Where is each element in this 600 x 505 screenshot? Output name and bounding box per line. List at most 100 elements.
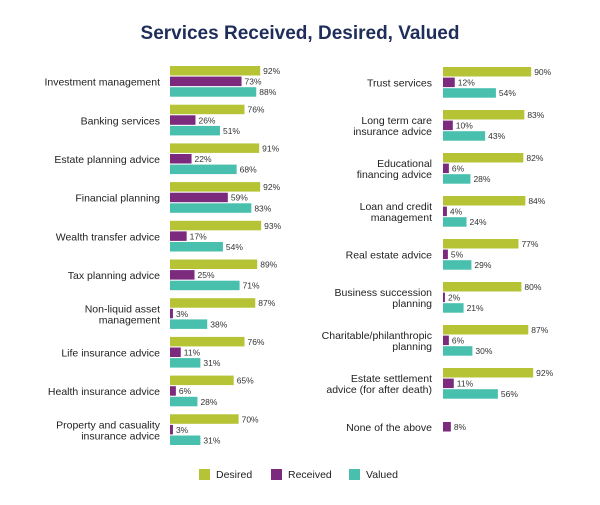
bar-received xyxy=(170,424,173,435)
data-label: 24% xyxy=(470,217,487,227)
bar-desired xyxy=(170,259,258,269)
category-label-line: Charitable/philanthropic xyxy=(322,330,432,342)
category-label-line: Educational xyxy=(377,158,432,170)
bar-desired xyxy=(170,220,262,231)
category-label: Health insurance advice xyxy=(48,386,160,398)
bar-received xyxy=(443,249,448,260)
category-label: Tax planning advice xyxy=(68,270,160,282)
category-label: Estate planning advice xyxy=(54,154,160,166)
data-label: 88% xyxy=(259,87,276,97)
category-label-line: Loan and credit xyxy=(360,201,432,213)
bar-received xyxy=(443,120,453,131)
category-label-line: management xyxy=(371,212,432,224)
bar-valued xyxy=(170,242,223,252)
category-label: Educational financing advice xyxy=(357,158,432,181)
category-label-line: insurance advice xyxy=(81,430,160,442)
data-label: 83% xyxy=(254,203,271,213)
data-label: 12% xyxy=(458,78,475,88)
category-label-line: management xyxy=(99,314,160,326)
category-label: Charitable/philanthropic planning xyxy=(322,330,432,353)
bar-received xyxy=(443,378,454,389)
bar-valued xyxy=(443,131,486,141)
category-label-line: Investment management xyxy=(44,77,160,89)
legend: Desired Received Valued xyxy=(199,469,398,481)
data-label: 25% xyxy=(198,270,215,280)
data-label: 31% xyxy=(203,358,220,368)
data-label: 56% xyxy=(501,389,518,399)
bar-received xyxy=(170,154,192,164)
bar-received xyxy=(170,386,176,396)
data-label: 76% xyxy=(247,337,264,347)
category-label-line: planning xyxy=(392,341,432,353)
category-label-line: Non-liquid asset xyxy=(85,303,160,315)
bar-received xyxy=(443,163,449,174)
bar-desired xyxy=(443,368,534,378)
data-label: 28% xyxy=(200,397,217,407)
data-label: 5% xyxy=(451,250,464,260)
data-label: 54% xyxy=(226,242,243,252)
category-label-line: Banking services xyxy=(81,115,160,127)
bar-valued xyxy=(170,87,257,97)
bar-desired xyxy=(170,336,245,347)
bar-received xyxy=(443,292,445,303)
category-label: Business succession planning xyxy=(335,287,433,310)
data-label: 28% xyxy=(473,174,490,184)
category-label: Real estate advice xyxy=(346,250,433,262)
category-label: Life insurance advice xyxy=(61,348,160,360)
bar-desired xyxy=(170,414,239,424)
category-label: Property and casuality insurance advice xyxy=(56,419,161,442)
bar-desired xyxy=(170,182,261,192)
bar-valued xyxy=(443,303,464,313)
data-label: 11% xyxy=(184,348,201,358)
category-label: Long term care insurance advice xyxy=(353,115,432,138)
data-label: 38% xyxy=(210,319,227,329)
category-label-line: Tax planning advice xyxy=(68,270,160,282)
bar-received xyxy=(170,347,181,357)
bar-received xyxy=(443,206,447,217)
category-label-line: Business succession xyxy=(335,287,433,299)
data-label: 51% xyxy=(223,126,240,136)
data-label: 87% xyxy=(258,298,275,308)
legend-label: Desired xyxy=(216,469,252,481)
category-label-line: None of the above xyxy=(346,422,432,434)
data-label: 3% xyxy=(176,309,189,319)
category-label-line: Life insurance advice xyxy=(61,348,160,360)
category-label-line: insurance advice xyxy=(353,126,432,138)
bar-desired xyxy=(170,375,234,386)
bar-received xyxy=(170,76,242,87)
data-label: 6% xyxy=(452,164,465,174)
bar-received xyxy=(443,422,451,432)
bar-valued xyxy=(170,125,220,136)
bar-valued xyxy=(443,389,498,399)
bar-desired xyxy=(443,196,526,206)
bar-valued xyxy=(170,319,208,329)
data-label: 26% xyxy=(198,115,215,125)
data-label: 4% xyxy=(450,207,463,217)
data-label: 43% xyxy=(488,131,505,141)
bar-valued xyxy=(170,358,201,368)
category-label: Banking services xyxy=(81,115,160,127)
bar-desired xyxy=(443,282,522,292)
bar-valued xyxy=(443,217,467,227)
category-label: Financial planning xyxy=(75,193,160,205)
category-label-line: Property and casuality xyxy=(56,419,161,431)
legend-label: Received xyxy=(288,469,332,481)
data-label: 76% xyxy=(247,105,264,115)
category-label-line: planning xyxy=(392,298,432,310)
category-label-line: financing advice xyxy=(357,169,432,181)
data-label: 31% xyxy=(203,436,220,446)
data-label: 70% xyxy=(242,414,259,424)
bar-desired xyxy=(170,298,256,308)
category-label: Wealth transfer advice xyxy=(56,231,160,243)
category-label-line: Wealth transfer advice xyxy=(56,231,160,243)
bar-valued xyxy=(170,435,201,445)
bar-desired xyxy=(443,239,519,249)
category-label-line: advice (for after death) xyxy=(326,384,432,396)
bar-received xyxy=(443,77,455,88)
category-label-line: Financial planning xyxy=(75,193,160,205)
data-label: 29% xyxy=(474,260,491,270)
category-label: Non-liquid asset management xyxy=(85,303,160,326)
category-label: None of the above xyxy=(346,422,432,434)
